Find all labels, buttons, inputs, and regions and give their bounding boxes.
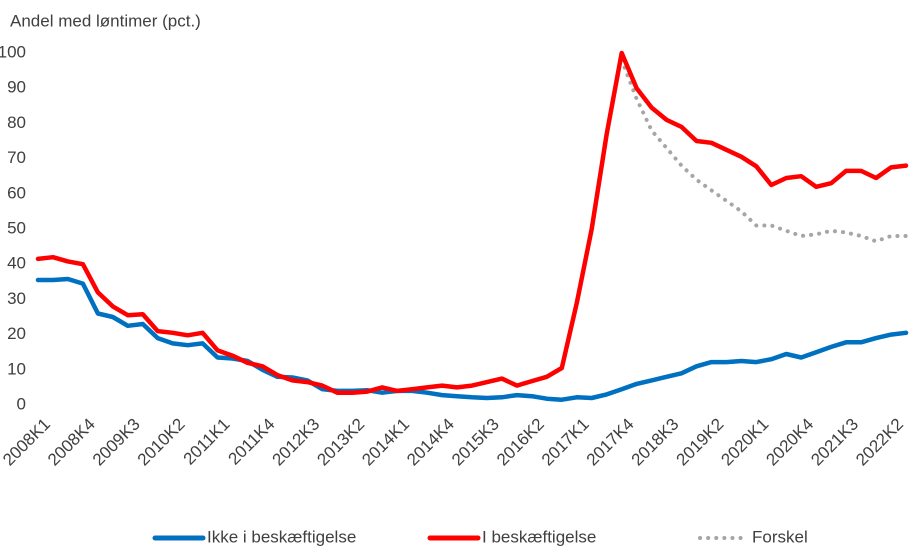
x-tick-label: 2008K4 [44,415,99,470]
x-tick-label: 2011K4 [224,415,278,469]
x-tick-label: 2014K1 [358,415,413,470]
y-axis-title: Andel med løntimer (pct.) [10,11,201,30]
y-tick-label: 60 [7,183,26,202]
x-tick-label: 2009K3 [89,415,144,470]
y-tick-label: 10 [7,359,26,378]
x-tick-label: 2018K3 [628,415,683,470]
x-tick-label: 2021K3 [807,415,862,470]
y-tick-label: 20 [7,324,26,343]
x-tick-label: 2010K2 [134,415,189,470]
series-line [619,58,908,244]
y-tick-label: 90 [7,78,26,97]
x-tick-label: 2016K2 [493,415,548,470]
x-tick-label: 2020K1 [717,415,772,470]
x-tick-label: 2019K2 [673,415,728,470]
x-tick-label: 2011K1 [180,415,234,469]
y-tick-label: 30 [7,289,26,308]
y-tick-label: 40 [7,254,26,273]
x-tick-label: 2017K4 [583,415,638,470]
x-tick-label: 2012K3 [268,415,323,470]
x-tick-label: 2017K1 [538,415,593,470]
series-line [35,50,909,395]
x-tick-label: 2022K2 [852,415,907,470]
x-tick-label: 2015K3 [448,415,503,470]
x-tick-label: 2008K1 [0,415,54,470]
x-tick-label: 2014K4 [403,415,458,470]
legend-label: I beskæftigelse [482,527,596,546]
legend-label: Ikke i beskæftigelse [207,527,356,546]
legend-label: Forskel [752,527,808,546]
y-tick-label: 80 [7,113,26,132]
series-line [35,276,909,402]
x-tick-label: 2013K2 [313,415,368,470]
y-tick-label: 50 [7,218,26,237]
x-tick-label: 2020K4 [762,415,817,470]
y-tick-label: 70 [7,148,26,167]
y-tick-label: 100 [0,42,26,61]
y-tick-label: 0 [17,394,26,413]
